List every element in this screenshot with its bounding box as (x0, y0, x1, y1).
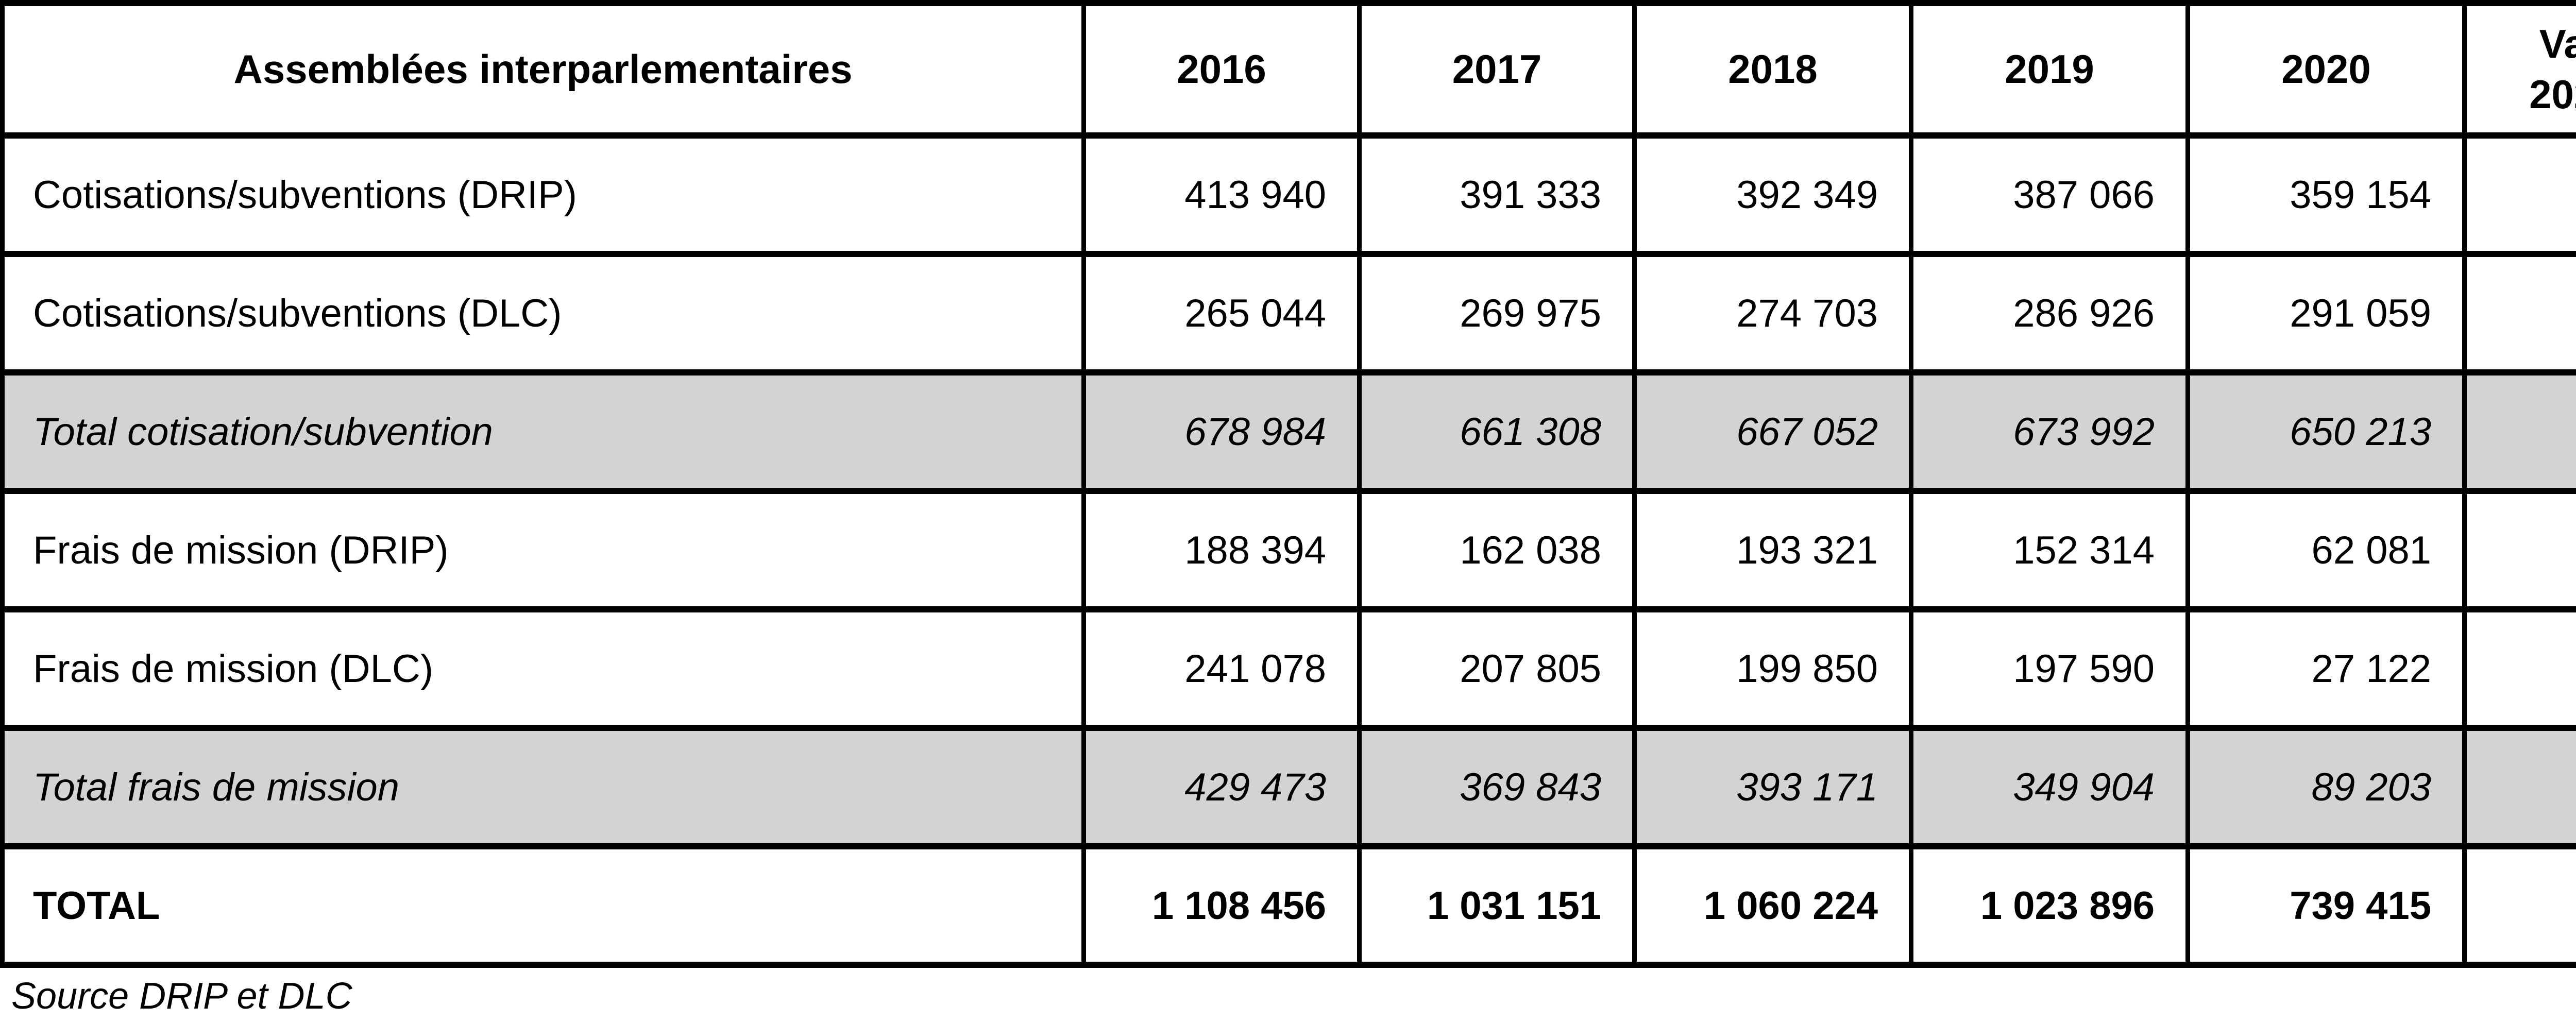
cell-variation: -7,21% (2462, 132, 2576, 257)
cell-2020: 359 154 (2185, 132, 2467, 257)
cell-variation: -86,27% (2462, 606, 2576, 731)
table-row-total-cotisation-subvention: Total cotisation/subvention 678 984 661 … (0, 369, 2576, 494)
cell-2016: 188 394 (1081, 488, 1362, 612)
cell-variation: 1,44% (2462, 251, 2576, 376)
cell-2017: 207 805 (1357, 606, 1637, 731)
cell-2017: 162 038 (1357, 488, 1637, 612)
cell-2018: 199 850 (1632, 606, 1913, 731)
header-year-2018: 2018 (1632, 0, 1913, 139)
cell-2018: 392 349 (1632, 132, 1913, 257)
cell-2019: 152 314 (1909, 488, 2190, 612)
cell-2017: 269 975 (1357, 251, 1637, 376)
cell-2019: 1 023 896 (1909, 843, 2190, 968)
table-row-cotisations-dlc: Cotisations/subventions (DLC) 265 044 26… (0, 251, 2576, 376)
cell-2018: 393 171 (1632, 725, 1913, 849)
cell-2016: 265 044 (1081, 251, 1362, 376)
cell-2018: 667 052 (1632, 369, 1913, 494)
cell-2019: 387 066 (1909, 132, 2190, 257)
cell-2020: 27 122 (2185, 606, 2467, 731)
cell-2017: 661 308 (1357, 369, 1637, 494)
interparliamentary-assemblies-expense-table: Assemblées interparlementaires 2016 2017… (0, 0, 2576, 968)
header-year-2016: 2016 (1081, 0, 1362, 139)
cell-variation: -27,78% (2462, 843, 2576, 968)
cell-2018: 274 703 (1632, 251, 1913, 376)
row-label: Total cotisation/subvention (0, 369, 1086, 494)
table-body: Cotisations/subventions (DRIP) 413 940 3… (0, 132, 2576, 968)
cell-2020: 739 415 (2185, 843, 2467, 968)
row-label: TOTAL (0, 843, 1086, 968)
cell-2016: 241 078 (1081, 606, 1362, 731)
cell-2016: 429 473 (1081, 725, 1362, 849)
table-row-cotisations-drip: Cotisations/subventions (DRIP) 413 940 3… (0, 132, 2576, 257)
header-year-2019: 2019 (1909, 0, 2190, 139)
cell-2020: 89 203 (2185, 725, 2467, 849)
cell-2020: 650 213 (2185, 369, 2467, 494)
cell-2020: 62 081 (2185, 488, 2467, 612)
cell-2016: 413 940 (1081, 132, 1362, 257)
header-year-2020: 2020 (2185, 0, 2467, 139)
cell-2017: 1 031 151 (1357, 843, 1637, 968)
cell-2019: 673 992 (1909, 369, 2190, 494)
header-year-2017: 2017 (1357, 0, 1637, 139)
source-note: Source DRIP et DLC (11, 976, 352, 1017)
header-label-column: Assemblées interparlementaires (0, 0, 1086, 139)
cell-variation: -3,53% (2462, 369, 2576, 494)
row-label: Frais de mission (DLC) (0, 606, 1086, 731)
row-label: Total frais de mission (0, 725, 1086, 849)
cell-variation: -74,51% (2462, 725, 2576, 849)
table-header: Assemblées interparlementaires 2016 2017… (0, 0, 2576, 139)
table-row-frais-mission-drip: Frais de mission (DRIP) 188 394 162 038 … (0, 488, 2576, 612)
cell-2018: 193 321 (1632, 488, 1913, 612)
cell-2016: 1 108 456 (1081, 843, 1362, 968)
row-label: Frais de mission (DRIP) (0, 488, 1086, 612)
cell-2019: 349 904 (1909, 725, 2190, 849)
row-label: Cotisations/subventions (DRIP) (0, 132, 1086, 257)
table-row-grand-total: TOTAL 1 108 456 1 031 151 1 060 224 1 02… (0, 843, 2576, 968)
cell-2020: 291 059 (2185, 251, 2467, 376)
cell-2017: 391 333 (1357, 132, 1637, 257)
table-row-total-frais-mission: Total frais de mission 429 473 369 843 3… (0, 725, 2576, 849)
cell-2017: 369 843 (1357, 725, 1637, 849)
header-row: Assemblées interparlementaires 2016 2017… (0, 0, 2576, 139)
cell-variation: -59,24% (2462, 488, 2576, 612)
cell-2018: 1 060 224 (1632, 843, 1913, 968)
cell-2019: 286 926 (1909, 251, 2190, 376)
header-variation: Variation 2020/2019 (2462, 0, 2576, 139)
table-row-frais-mission-dlc: Frais de mission (DLC) 241 078 207 805 1… (0, 606, 2576, 731)
cell-2019: 197 590 (1909, 606, 2190, 731)
cell-2016: 678 984 (1081, 369, 1362, 494)
row-label: Cotisations/subventions (DLC) (0, 251, 1086, 376)
